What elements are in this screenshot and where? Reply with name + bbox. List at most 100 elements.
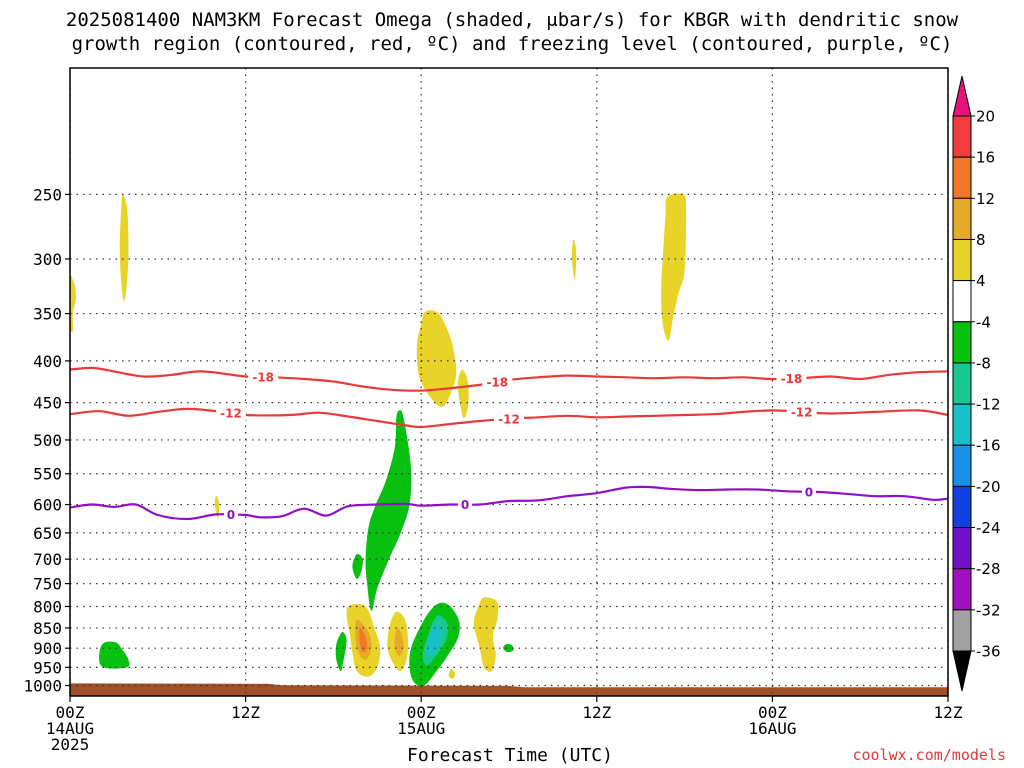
ground-fill — [70, 683, 948, 696]
y-tick-700: 700 — [33, 550, 62, 569]
omega-region-0 — [70, 274, 76, 333]
x-tick-60-line-0: 12Z — [934, 703, 963, 722]
omega-region-11 — [503, 643, 514, 653]
y-tick-650: 650 — [33, 524, 62, 543]
omega-shading — [70, 193, 687, 687]
y-tick-550: 550 — [33, 465, 62, 484]
contour-label--18-0: -18 — [252, 370, 274, 384]
omega-region-21 — [448, 669, 455, 679]
omega-region-4 — [416, 310, 457, 407]
contour-0-line — [70, 485, 948, 521]
omega-region-20 — [473, 597, 499, 672]
y-tick-250: 250 — [33, 185, 62, 204]
y-tick-1000: 1000 — [23, 677, 62, 696]
colorbar-band-11 — [952, 568, 972, 611]
contour-label-bg — [458, 497, 473, 512]
x-tick-48-line-1: 16AUG — [748, 719, 796, 738]
colorbar: 20 16 12 8 4 -4 -8 -12 -16 -20 -24 -28 -32 -36 — [952, 75, 1001, 692]
site-credit: coolwx.com/models — [852, 746, 1006, 764]
contour-label-bg — [223, 507, 238, 522]
colorbar-band-3 — [952, 238, 972, 282]
colorbar-label-5: -4 — [976, 313, 991, 331]
y-axis-ticks: 2503003504004505005506006507007508008509… — [23, 185, 70, 696]
y-tick-350: 350 — [33, 305, 62, 324]
colorbar-label-7: -12 — [976, 396, 1001, 414]
x-tick-36-line-0: 12Z — [582, 703, 611, 722]
omega-region-7 — [365, 410, 412, 611]
colorbar-band-1 — [952, 156, 972, 199]
y-tick-600: 600 — [33, 496, 62, 515]
colorbar-label-13: -36 — [976, 643, 1001, 661]
colorbar-band-2 — [952, 197, 972, 240]
colorbar-band-7 — [952, 403, 972, 446]
colorbar-label-6: -8 — [976, 354, 991, 372]
y-tick-300: 300 — [33, 250, 62, 269]
y-tick-750: 750 — [33, 575, 62, 594]
omega-region-1 — [119, 194, 129, 302]
omega-region-3 — [661, 193, 687, 341]
temperature-contours: -18 -18 -18 -12 -12 -12 0 0 0 — [70, 366, 948, 522]
omega-region-9 — [99, 641, 130, 669]
colorbar-label-0: 20 — [976, 108, 995, 126]
colorbar-band-6 — [952, 362, 972, 405]
chart-title: 2025081400 NAM3KM Forecast Omega (shaded… — [65, 9, 959, 31]
contour-label-bg — [786, 404, 817, 419]
x-axis-label: Forecast Time (UTC) — [407, 745, 613, 766]
omega-region-6 — [214, 495, 220, 519]
ground-layer — [70, 683, 948, 696]
colorbar-bottom-arrow — [952, 650, 972, 692]
y-tick-850: 850 — [33, 619, 62, 638]
colorbar-label-12: -32 — [976, 601, 1001, 619]
colorbar-label-8: -16 — [976, 437, 1001, 455]
colorbar-label-9: -20 — [976, 478, 1001, 496]
colorbar-band-0 — [952, 115, 972, 158]
x-tick-24-line-1: 15AUG — [397, 719, 445, 738]
contour-label--12-1: -12 — [498, 412, 520, 426]
y-tick-900: 900 — [33, 639, 62, 658]
colorbar-label-4: 4 — [976, 272, 986, 290]
colorbar-band-9 — [952, 485, 972, 529]
contour-label-0-2: 0 — [805, 485, 813, 499]
omega-region-19 — [394, 627, 404, 656]
omega-region-8 — [352, 553, 363, 579]
colorbar-label-11: -28 — [976, 560, 1001, 578]
contour-label--18-2: -18 — [781, 372, 803, 386]
chart-subtitle: growth region (contoured, red, ºC) and f… — [71, 33, 953, 55]
x-tick-12-line-0: 12Z — [231, 703, 260, 722]
x-tick-48-line-0: 00Z — [758, 703, 787, 722]
y-tick-800: 800 — [33, 597, 62, 616]
y-tick-400: 400 — [33, 352, 62, 371]
colorbar-band-5 — [952, 321, 972, 364]
omega-region-2 — [571, 239, 577, 280]
colorbar-label-1: 16 — [976, 149, 995, 167]
colorbar-band-4 — [952, 280, 972, 323]
colorbar-band-10 — [952, 527, 972, 570]
colorbar-band-12 — [952, 609, 972, 652]
contour-label-bg — [801, 484, 816, 499]
y-tick-500: 500 — [33, 431, 62, 450]
contour-label--12-0: -12 — [220, 407, 242, 421]
y-tick-950: 950 — [33, 658, 62, 677]
contour-label-bg — [215, 406, 246, 421]
omega-region-5 — [457, 369, 469, 419]
colorbar-band-8 — [952, 444, 972, 487]
contour-label--12-2: -12 — [791, 405, 813, 419]
omega-region-17 — [359, 627, 368, 653]
omega-region-14 — [427, 623, 442, 657]
colorbar-label-2: 12 — [976, 190, 995, 208]
colorbar-top-arrow — [952, 75, 972, 117]
x-tick-24-line-0: 00Z — [407, 703, 436, 722]
x-tick-0-line-0: 00Z — [56, 703, 85, 722]
contour-label--18-1: -18 — [486, 375, 508, 389]
colorbar-label-10: -24 — [976, 519, 1001, 537]
colorbar-label-3: 8 — [976, 231, 986, 249]
contour-label-bg — [482, 374, 513, 389]
contour-label-bg — [248, 369, 279, 384]
omega-region-10 — [335, 632, 347, 672]
plot-border — [69, 67, 949, 697]
contour-label-bg — [776, 371, 807, 386]
contour-label-0-0: 0 — [227, 508, 235, 522]
x-tick-0-line-2: 2025 — [51, 735, 90, 754]
